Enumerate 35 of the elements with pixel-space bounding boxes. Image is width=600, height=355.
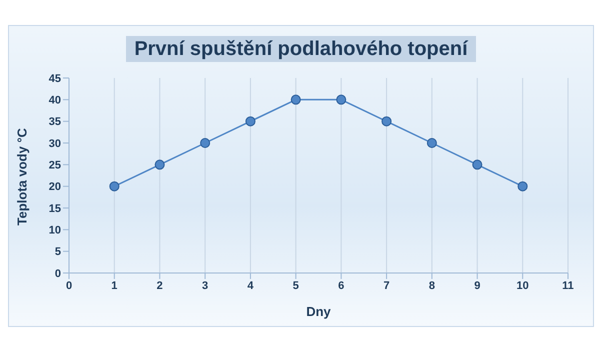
point bbox=[154, 160, 165, 170]
x-tick-label: 10 bbox=[516, 280, 529, 292]
x-tick-label: 11 bbox=[562, 280, 574, 292]
x-tick-label: 9 bbox=[474, 280, 480, 292]
x-tick-label: 0 bbox=[66, 280, 72, 292]
point bbox=[336, 94, 346, 105]
point bbox=[245, 116, 256, 126]
chart-title: První spuštění podlahového topení bbox=[126, 36, 476, 62]
x-tick-label: 2 bbox=[156, 280, 163, 292]
y-tick-label: 35 bbox=[48, 116, 61, 128]
y-tick-label: 15 bbox=[48, 202, 61, 215]
y-tick-label: 25 bbox=[48, 160, 61, 172]
x-axis-title: Dny bbox=[306, 304, 332, 319]
y-tick-label: 0 bbox=[54, 268, 61, 280]
point bbox=[472, 160, 482, 170]
y-tick-label: 30 bbox=[48, 138, 61, 150]
x-tick-label: 7 bbox=[383, 280, 390, 292]
y-tick-label: 5 bbox=[54, 246, 61, 258]
x-tick-label: 5 bbox=[292, 280, 299, 292]
x-tick-label: 4 bbox=[247, 280, 254, 292]
point bbox=[290, 94, 301, 105]
point bbox=[109, 181, 120, 192]
point bbox=[200, 138, 210, 148]
x-tick-label: 6 bbox=[338, 280, 344, 292]
y-tick-label: 45 bbox=[48, 72, 61, 85]
point bbox=[518, 181, 528, 192]
x-tick-label: 1 bbox=[111, 280, 118, 292]
y-tick-label: 40 bbox=[48, 94, 61, 107]
y-tick-label: 10 bbox=[48, 224, 61, 237]
y-axis-title: Teplota vody °C bbox=[14, 127, 30, 226]
x-tick-label: 8 bbox=[428, 280, 435, 292]
x-tick-label: 3 bbox=[202, 280, 208, 292]
y-tick-label: 20 bbox=[48, 181, 61, 194]
point bbox=[382, 116, 392, 126]
point bbox=[426, 138, 437, 148]
